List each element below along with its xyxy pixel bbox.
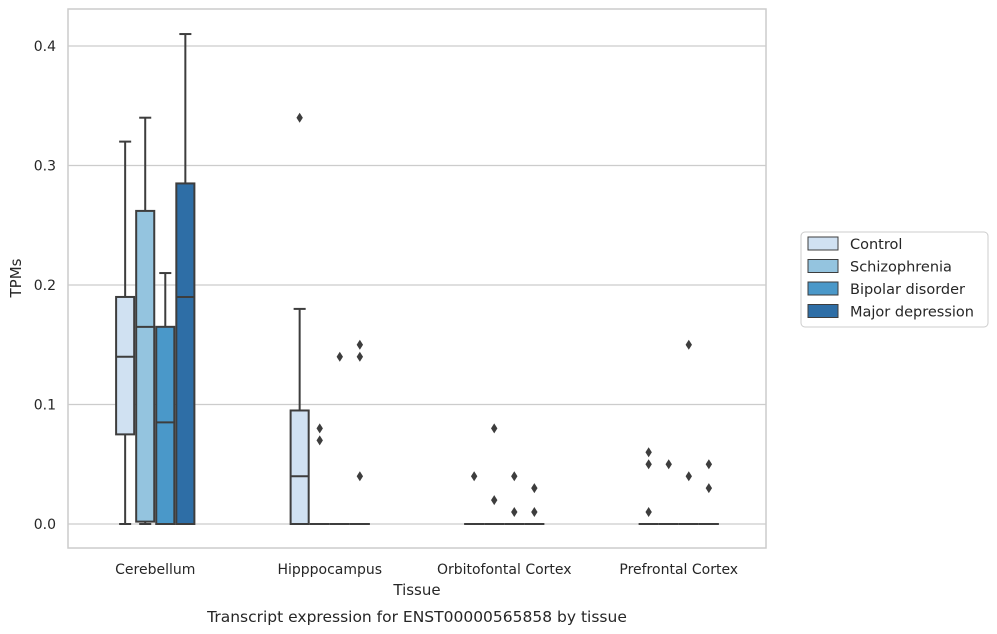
- box-major-depression: [349, 339, 370, 525]
- boxes-layer: [115, 33, 719, 526]
- y-tick-label: 0.3: [34, 159, 56, 175]
- x-tick-label: Prefrontal Cortex: [619, 562, 738, 578]
- box-iqr: [289, 409, 310, 526]
- box-iqr: [155, 325, 176, 526]
- x-tick-label: Cerebellum: [115, 562, 195, 578]
- outlier-point: [336, 351, 343, 362]
- legend-frame: [800, 231, 989, 328]
- x-tick-label: Orbitofontal Cortex: [437, 562, 572, 578]
- outlier-point: [705, 459, 713, 470]
- outlier-point: [356, 351, 364, 362]
- legend-swatch: [807, 236, 839, 251]
- x-axis-label: Tissue: [392, 581, 440, 599]
- y-tick-label: 0.2: [34, 278, 56, 294]
- box-bipolar-disorder: [678, 339, 699, 525]
- outlier-point: [316, 435, 323, 446]
- legend-label: Bipolar disorder: [850, 282, 965, 298]
- box-major-depression: [175, 33, 196, 526]
- outlier-point: [491, 423, 498, 434]
- outlier-point: [356, 471, 364, 482]
- outlier-point: [665, 459, 672, 470]
- y-axis-ticks: 0.0 0.1 0.2 0.3 0.4: [34, 39, 56, 533]
- legend-swatch: [807, 304, 839, 318]
- outlier-point: [511, 507, 518, 518]
- box-iqr: [135, 209, 156, 523]
- legend-label: Schizophrenia: [850, 260, 952, 276]
- legend-label: Major depression: [850, 305, 974, 321]
- outlier-point: [685, 339, 692, 350]
- outlier-point: [531, 483, 538, 494]
- box-control: [464, 471, 485, 525]
- legend-items: Control Schizophrenia Bipolar disorder Majo…: [807, 236, 974, 321]
- outlier-point: [356, 339, 364, 350]
- box-schizophrenia: [658, 459, 679, 525]
- outlier-point: [685, 471, 692, 482]
- box-control: [638, 447, 659, 525]
- box-major-depression: [698, 459, 719, 525]
- box-schizophrenia: [135, 116, 156, 525]
- y-tick-label: 0.1: [34, 398, 56, 414]
- outlier-point: [705, 483, 713, 494]
- x-tick-label: Hipppocampus: [277, 562, 382, 578]
- outlier-point: [531, 507, 538, 518]
- box-major-depression: [524, 483, 545, 525]
- box-iqr: [175, 182, 196, 526]
- chart-caption: Transcript expression for ENST0000056585…: [206, 608, 627, 626]
- legend: Control Schizophrenia Bipolar disorder Majo…: [800, 231, 989, 328]
- outlier-point: [645, 459, 652, 470]
- outlier-point: [645, 447, 652, 458]
- outlier-point: [511, 471, 518, 482]
- outlier-point: [470, 471, 478, 482]
- outlier-point: [296, 112, 303, 123]
- box-iqr: [115, 295, 136, 436]
- outlier-point: [316, 423, 323, 434]
- box-schizophrenia: [484, 423, 505, 525]
- box-bipolar-disorder: [504, 471, 525, 525]
- box-control: [289, 112, 310, 526]
- box-control: [115, 140, 136, 525]
- y-axis-label: TPMs: [7, 258, 25, 298]
- box-bipolar-disorder: [329, 351, 350, 525]
- legend-swatch: [807, 259, 839, 273]
- y-tick-label: 0.4: [34, 39, 56, 55]
- legend-label: Control: [850, 237, 902, 253]
- x-axis-ticks: Cerebellum Hipppocampus Orbitofontal Corte…: [115, 562, 738, 578]
- y-tick-label: 0.0: [34, 517, 56, 533]
- outlier-point: [645, 507, 652, 518]
- outlier-point: [491, 495, 498, 506]
- box-schizophrenia: [309, 423, 330, 525]
- box-bipolar-disorder: [155, 272, 176, 526]
- legend-swatch: [807, 281, 839, 296]
